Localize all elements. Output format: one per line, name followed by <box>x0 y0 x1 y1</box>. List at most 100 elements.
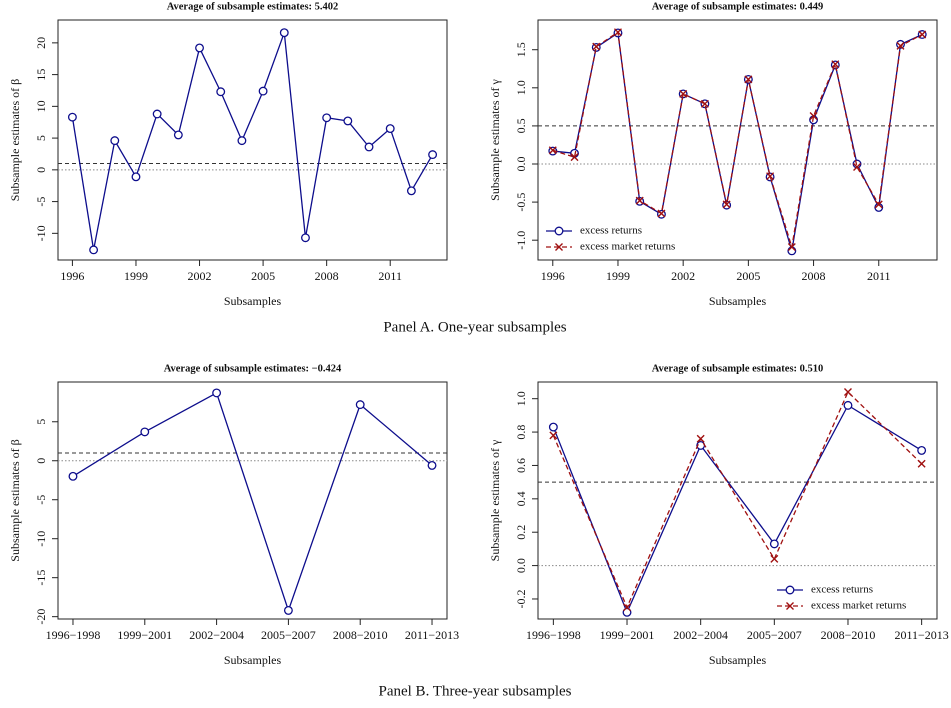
point <box>843 400 853 410</box>
point <box>195 43 204 53</box>
y-tick-label: -10 <box>34 225 48 241</box>
point <box>696 434 705 443</box>
y-tick-label: 1.0 <box>514 391 528 406</box>
chart-title: Average of subsample estimates: −0.424 <box>164 363 342 374</box>
point <box>322 113 332 123</box>
point <box>68 471 78 481</box>
y-tick-label: 20 <box>34 37 48 49</box>
y-tick-label: 1.0 <box>514 80 528 95</box>
y-tick-label: -0.2 <box>514 589 528 608</box>
y-axis-label: Subsample estimates of β <box>8 439 22 561</box>
point <box>549 431 558 440</box>
y-tick-label: 0 <box>34 458 48 464</box>
point <box>301 233 310 243</box>
point <box>769 539 779 549</box>
point <box>216 87 226 97</box>
x-tick-label: 1999−2001 <box>600 628 655 642</box>
point <box>428 150 438 160</box>
x-tick-label: 2002−2004 <box>189 628 244 642</box>
x-axis-label: Subsamples <box>709 653 767 667</box>
legend-marker <box>555 243 563 251</box>
y-tick-label: 0.2 <box>514 525 528 540</box>
point <box>343 116 353 126</box>
point <box>917 459 926 468</box>
panel-caption: Panel A. One-year subsamples <box>383 319 566 335</box>
point <box>131 172 141 182</box>
plot-frame <box>57 19 448 261</box>
y-tick-label: 0.0 <box>514 157 528 172</box>
y-axis-label: Subsample estimates of γ <box>488 78 502 200</box>
point <box>173 130 183 140</box>
point <box>918 30 927 39</box>
legend-label: excess market returns <box>580 241 675 253</box>
x-tick-label: 2011 <box>378 269 402 283</box>
y-tick-label: 0.4 <box>514 491 528 506</box>
point <box>831 60 840 69</box>
y-tick-label: 0 <box>34 167 48 173</box>
y-tick-label: -5 <box>34 495 48 505</box>
y-tick-label: -0.5 <box>514 193 528 212</box>
point <box>67 112 77 122</box>
x-tick-label: 2008 <box>315 269 339 283</box>
point <box>657 209 666 218</box>
point <box>787 243 796 252</box>
point <box>283 605 293 615</box>
legend-marker <box>554 226 564 236</box>
x-tick-label: 2002 <box>671 269 695 283</box>
point <box>548 146 557 155</box>
point <box>613 28 622 37</box>
series-line <box>72 391 433 613</box>
series-line <box>552 404 922 615</box>
x-tick-label: 1999−2001 <box>117 628 172 642</box>
y-tick-label: 5 <box>34 419 48 425</box>
x-tick-label: 2002 <box>188 269 212 283</box>
y-axis-label: Subsample estimates of β <box>8 79 22 201</box>
point <box>679 89 688 98</box>
x-tick-label: 2008−2010 <box>821 628 876 642</box>
x-tick-label: 2005 <box>736 269 760 283</box>
legend-label: excess returns <box>811 584 873 596</box>
point <box>237 136 247 146</box>
series-line <box>552 390 923 609</box>
panel-caption: Panel B. Three-year subsamples <box>378 683 571 699</box>
point <box>623 603 632 612</box>
x-axis-label: Subsamples <box>709 294 767 308</box>
point <box>355 400 365 410</box>
point <box>853 163 862 172</box>
x-tick-label: 1999 <box>606 269 630 283</box>
x-tick-label: 1996−1998 <box>526 628 581 642</box>
y-tick-label: 5 <box>34 135 48 141</box>
y-tick-label: 0.8 <box>514 425 528 440</box>
plot-frame <box>57 381 448 620</box>
point <box>258 86 268 96</box>
point <box>896 41 905 50</box>
y-tick-label: 15 <box>34 69 48 81</box>
point <box>787 246 797 256</box>
x-tick-label: 2005 <box>251 269 275 283</box>
point <box>843 388 852 397</box>
point <box>592 42 601 51</box>
x-tick-label: 2005−2007 <box>747 628 802 642</box>
y-tick-label: 1.5 <box>514 42 528 57</box>
series-line <box>71 32 434 250</box>
x-tick-label: 2011 <box>867 269 891 283</box>
chart-title: Average of subsample estimates: 0.510 <box>652 363 824 374</box>
y-tick-label: -10 <box>34 531 48 547</box>
x-tick-label: 1996 <box>60 269 84 283</box>
x-tick-label: 2002−2004 <box>673 628 728 642</box>
y-axis-label: Subsample estimates of γ <box>488 439 502 561</box>
plot-frame <box>537 19 938 261</box>
point <box>548 422 558 432</box>
point <box>770 554 779 563</box>
point <box>570 153 579 162</box>
point <box>406 186 416 196</box>
y-tick-label: -20 <box>34 609 48 625</box>
point <box>385 124 395 134</box>
y-tick-label: -15 <box>34 570 48 586</box>
y-tick-label: 10 <box>34 100 48 112</box>
y-tick-label: 0.5 <box>514 118 528 133</box>
point <box>427 460 437 470</box>
y-tick-label: -1.0 <box>514 231 528 250</box>
chart-title: Average of subsample estimates: 5.402 <box>167 1 339 12</box>
